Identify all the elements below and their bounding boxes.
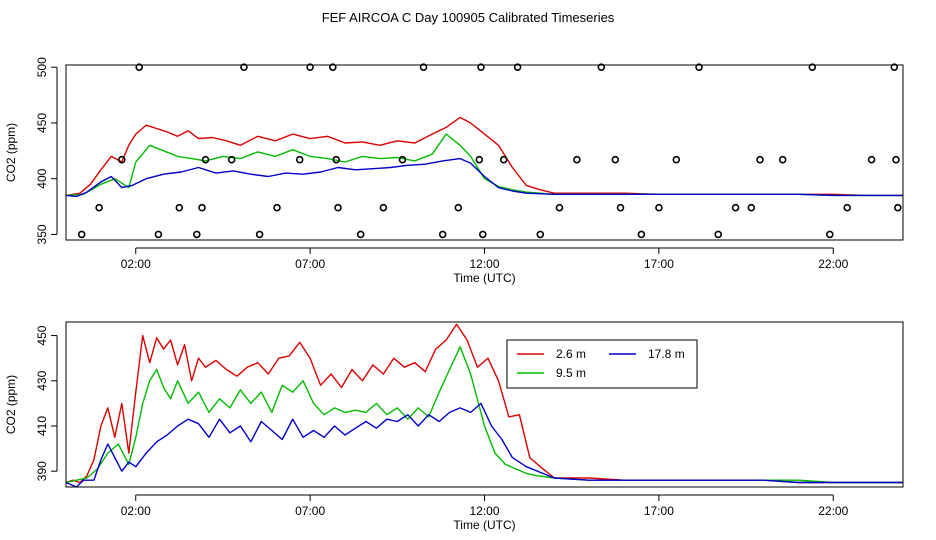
top-marker [597, 63, 606, 71]
top-marker [273, 203, 281, 212]
top-marker [616, 203, 625, 212]
bottom-x-axis-label: Time (UTC) [453, 518, 515, 532]
top-marker [255, 230, 264, 239]
top-marker [747, 203, 756, 212]
bottom-x-tick-label: 17:00 [644, 504, 674, 518]
top-marker [513, 63, 522, 71]
top-marker [398, 155, 407, 164]
top-marker [573, 155, 581, 164]
top-marker [77, 230, 86, 239]
bottom-series-lines [65, 323, 903, 488]
bottom-x-tick-label: 22:00 [818, 504, 848, 518]
top-panel: 02:00 07:00 12:00 17:00 22:00 350 400 450 500 T… [4, 57, 904, 285]
top-marker [328, 63, 337, 71]
legend-label-17-8m: 17.8 m [648, 347, 685, 361]
bottom-series-line-17-8m [65, 402, 903, 488]
bottom-panel: 02:00 07:00 12:00 17:00 22:00 390 410 430 450 T… [4, 321, 904, 532]
top-marker [714, 230, 723, 239]
top-marker [118, 155, 126, 164]
bottom-series-line-2-6m [65, 323, 903, 484]
top-marker [499, 155, 508, 164]
top-marker [198, 203, 206, 212]
top-marker [672, 155, 681, 164]
top-y-axis: 350 400 450 500 [35, 57, 58, 244]
top-marker [477, 63, 485, 71]
top-x-tick-label: 07:00 [295, 257, 325, 271]
legend-label-2-6m: 2.6 m [556, 347, 586, 361]
bottom-y-tick-label: 390 [35, 461, 49, 481]
top-marker [655, 203, 663, 212]
figure-title: FEF AIRCOA C Day 100905 Calibrated Times… [322, 10, 615, 25]
top-marker [135, 63, 143, 71]
top-x-axis: 02:00 07:00 12:00 17:00 22:00 [121, 247, 849, 271]
bottom-y-axis-label: CO2 (ppm) [4, 375, 18, 434]
top-marker [731, 203, 740, 212]
bottom-x-tick-label: 02:00 [121, 504, 151, 518]
bottom-y-tick-label: 450 [35, 325, 49, 345]
top-marker [419, 63, 428, 71]
top-y-tick-label: 400 [35, 168, 49, 188]
top-marker [379, 203, 388, 212]
top-marker [756, 155, 764, 164]
top-marker [536, 230, 545, 239]
bottom-y-axis: 390 410 430 450 [35, 325, 58, 481]
top-x-tick-label: 17:00 [644, 257, 674, 271]
top-marker [175, 203, 184, 212]
top-marker [240, 63, 248, 71]
top-plot-frame [65, 64, 904, 241]
top-marker [201, 155, 210, 164]
bottom-x-tick-label: 12:00 [469, 504, 499, 518]
top-marker [890, 63, 899, 71]
bottom-y-tick-label: 410 [35, 416, 49, 436]
top-marker [154, 230, 163, 239]
top-marker [892, 155, 900, 164]
top-marker [454, 203, 463, 212]
top-y-tick-label: 450 [35, 113, 49, 133]
top-marker [475, 155, 484, 164]
top-marker [306, 63, 314, 71]
top-series-line-9-5m [65, 133, 903, 197]
top-marker [893, 203, 902, 212]
top-y-axis-label: CO2 (ppm) [4, 123, 18, 182]
top-markers [77, 63, 902, 239]
top-series-lines [65, 116, 903, 198]
legend-label-9-5m: 9.5 m [556, 366, 586, 380]
top-marker [438, 230, 447, 239]
top-marker [227, 155, 236, 164]
bottom-x-axis: 02:00 07:00 12:00 17:00 22:00 [121, 494, 849, 518]
top-marker [332, 155, 341, 164]
top-marker [295, 155, 304, 164]
top-x-tick-label: 02:00 [121, 257, 151, 271]
legend: 2.6 m 9.5 m 17.8 m [506, 339, 698, 389]
top-marker [778, 155, 787, 164]
legend-box [506, 339, 698, 389]
top-marker [843, 203, 852, 212]
top-y-tick-label: 350 [35, 224, 49, 244]
top-marker [695, 63, 703, 71]
top-marker [334, 203, 342, 212]
top-x-tick-label: 12:00 [469, 257, 499, 271]
top-y-tick-label: 500 [35, 57, 49, 77]
top-marker [637, 230, 646, 239]
bottom-x-tick-label: 07:00 [295, 504, 325, 518]
top-marker [356, 230, 365, 239]
top-series-line-17-8m [65, 157, 903, 198]
top-x-tick-label: 22:00 [818, 257, 848, 271]
bottom-series-line-9-5m [65, 346, 903, 484]
top-marker [193, 230, 201, 239]
top-marker [555, 203, 564, 212]
top-marker [808, 63, 817, 71]
top-marker [825, 230, 834, 239]
top-series-line-2-6m [65, 116, 903, 197]
top-x-axis-label: Time (UTC) [453, 271, 515, 285]
top-marker [611, 155, 620, 164]
bottom-y-tick-label: 430 [35, 370, 49, 390]
top-marker [478, 230, 487, 239]
top-marker [867, 155, 876, 164]
bottom-plot-frame [65, 321, 904, 488]
top-marker [95, 203, 103, 212]
